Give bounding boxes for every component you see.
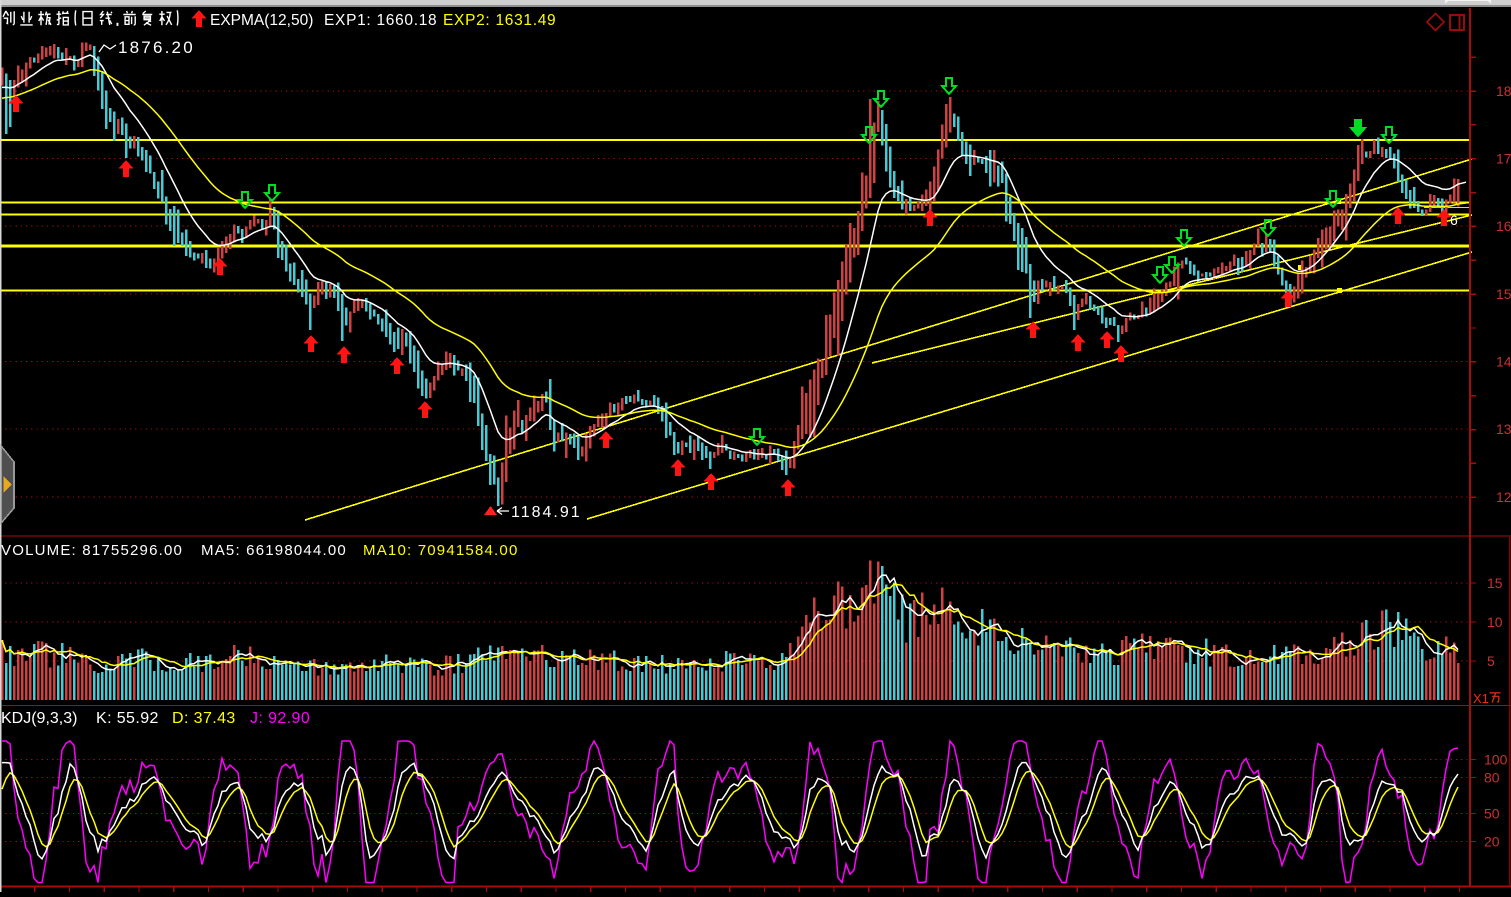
svg-text:EXPMA(12,50): EXPMA(12,50) <box>210 12 313 29</box>
svg-text:MA10: 70941584.00: MA10: 70941584.00 <box>363 542 519 559</box>
svg-text:VOLUME: 81755296.00: VOLUME: 81755296.00 <box>1 542 183 559</box>
svg-text:1400: 1400 <box>1496 354 1511 370</box>
svg-text:MA5: 66198044.00: MA5: 66198044.00 <box>201 542 347 559</box>
svg-text:D: 37.43: D: 37.43 <box>172 710 236 727</box>
svg-text:20: 20 <box>1484 834 1500 850</box>
svg-text:X1: X1 <box>1473 691 1489 706</box>
svg-text:6: 6 <box>1450 212 1458 228</box>
svg-text:15: 15 <box>1487 575 1503 591</box>
svg-text:1184.91: 1184.91 <box>511 504 582 521</box>
svg-text:EXP1: 1660.18: EXP1: 1660.18 <box>324 12 437 29</box>
svg-text:100: 100 <box>1484 752 1508 768</box>
svg-text:K: 55.92: K: 55.92 <box>96 710 159 727</box>
svg-text:1300: 1300 <box>1496 421 1511 437</box>
svg-text:1700: 1700 <box>1496 151 1511 167</box>
svg-text:10: 10 <box>1487 614 1503 630</box>
svg-text:80: 80 <box>1484 770 1500 786</box>
svg-text:1200: 1200 <box>1496 489 1511 505</box>
svg-text:KDJ(9,3,3): KDJ(9,3,3) <box>1 710 77 727</box>
svg-text:EXP2: 1631.49: EXP2: 1631.49 <box>443 12 556 29</box>
svg-text:5: 5 <box>1487 653 1495 669</box>
svg-text:1600: 1600 <box>1496 218 1511 234</box>
svg-text:1800: 1800 <box>1496 83 1511 99</box>
svg-text:1876.20: 1876.20 <box>118 38 195 57</box>
svg-text:50: 50 <box>1484 806 1500 822</box>
svg-text:J: 92.90: J: 92.90 <box>250 710 310 727</box>
svg-text:1500: 1500 <box>1496 286 1511 302</box>
